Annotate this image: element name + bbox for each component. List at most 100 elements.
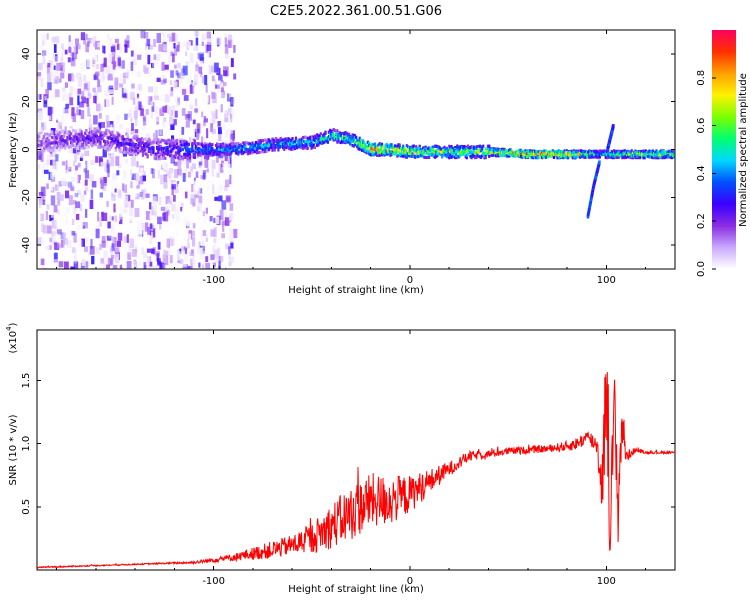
spectrogram-cell: [67, 133, 70, 137]
spectrogram-cell: [184, 253, 188, 262]
spectrogram-cell: [108, 215, 112, 220]
spectrogram-cell: [123, 184, 128, 193]
spectrogram-cell: [126, 133, 129, 137]
spectrogram-cell: [243, 143, 246, 147]
spectrogram-cell: [623, 152, 626, 155]
spectrogram-cell: [45, 80, 48, 89]
spectrogram-cell: [561, 153, 564, 157]
spectrogram-cell: [583, 156, 586, 159]
spectrogram-cell: [542, 151, 545, 155]
spectrogram-cell: [96, 135, 99, 143]
spectrogram-cell: [93, 134, 96, 138]
spectrogram-cell: [297, 142, 300, 146]
spectrogram-cell: [107, 43, 110, 54]
spectrogram-cell: [461, 152, 464, 156]
spectrogram-cell: [194, 144, 197, 148]
spectrogram-cell: [233, 147, 236, 151]
spectrogram-cell: [42, 134, 46, 138]
spectrogram-cell: [217, 144, 220, 148]
spectrogram-cell: [126, 142, 129, 146]
spectrogram-cell: [134, 119, 139, 125]
spectrogram-cell: [97, 145, 100, 149]
spectrogram-cell: [108, 147, 111, 151]
spectrogram-cell: [458, 148, 461, 152]
spectrogram-cell: [292, 147, 295, 151]
spectrogram-cell: [340, 140, 344, 144]
spectrogram-cell: [131, 248, 137, 257]
spectrogram-cell: [102, 148, 107, 158]
spectrogram-cell: [40, 186, 46, 197]
spectrogram-cell: [112, 173, 117, 180]
spectrogram-cell: [95, 140, 99, 144]
spectrogram-cell: [112, 265, 118, 269]
spectrogram-cell: [224, 37, 227, 47]
spectrogram-cell: [186, 142, 189, 146]
spectrogram-cell: [167, 151, 170, 155]
spectrogram-cell: [156, 77, 161, 82]
spectrogram-cell: [596, 156, 599, 159]
spectrogram-cell: [150, 141, 153, 145]
spectrogram-cell: [478, 147, 481, 151]
spectrogram-cell: [198, 184, 202, 190]
spectrogram-cell: [191, 146, 194, 150]
spectrogram-cell: [80, 133, 83, 136]
spectrogram-cell: [332, 133, 335, 137]
spectrogram-cell: [49, 237, 52, 243]
spectrogram-cell: [70, 57, 76, 67]
spectrogram-cell: [95, 71, 100, 76]
spectrogram-cell: [408, 148, 411, 152]
spectrogram-cell: [132, 136, 135, 140]
spectrogram-cell: [274, 137, 278, 141]
spectrogram-cell: [91, 144, 94, 148]
spectrogram-cell: [164, 152, 167, 156]
spectrogram-cell: [66, 141, 69, 145]
spectrogram-cell: [530, 155, 533, 159]
spectrogram-cell: [79, 203, 83, 212]
spectrogram-cell: [115, 67, 119, 77]
spectrogram-cell: [445, 155, 448, 159]
spectrogram-cell: [590, 153, 593, 157]
spectrogram-cell: [266, 142, 269, 146]
spectrogram-cell: [508, 154, 511, 158]
spectrogram-cell: [633, 153, 636, 157]
spectrogram-cell: [137, 230, 143, 235]
spectrogram-cell: [648, 149, 651, 153]
spectrogram-cell: [168, 154, 172, 158]
spectrogram-cell: [673, 155, 675, 159]
spectrogram-cell: [215, 109, 218, 119]
spectrogram-cell: [42, 149, 46, 153]
spectrogram-cell: [238, 146, 241, 150]
spectrogram-cell: [151, 102, 155, 112]
spectrogram-cell: [224, 153, 228, 162]
spectrogram-cell: [175, 95, 179, 104]
spectrogram-cell: [541, 150, 544, 154]
spectrogram-cell: [98, 262, 103, 269]
spectrogram-cell: [205, 217, 211, 228]
spectrogram-cell: [153, 138, 156, 142]
spectrogram-cell: [630, 149, 633, 153]
spectrogram-cell: [41, 138, 44, 141]
spectrogram-cell: [55, 154, 59, 162]
spectrogram-cell: [177, 145, 180, 149]
spectrogram-cell: [191, 163, 196, 170]
spectrogram-cell: [205, 151, 208, 155]
spectrogram-cell: [486, 146, 490, 150]
spectrogram-cell: [55, 163, 58, 172]
spectrogram-cell: [124, 71, 129, 77]
spectrogram-cell: [162, 263, 166, 269]
spectrogram-cell: [38, 94, 42, 100]
spectrogram-cell: [154, 59, 158, 66]
spectrogram-cell: [189, 99, 195, 105]
spectrogram-cell: [478, 144, 481, 148]
spectrogram-cell: [97, 222, 101, 228]
spectrogram-cell: [138, 138, 141, 142]
spectrogram-cell: [98, 122, 102, 130]
spectrogram-cell: [133, 144, 136, 148]
spectrogram-cell: [279, 139, 282, 143]
spectrogram-cell: [266, 138, 269, 141]
spectrogram-cell: [75, 165, 78, 171]
spectrogram-cell: [234, 142, 238, 146]
spectrogram-cell: [43, 98, 48, 108]
spectrogram-cell: [73, 138, 76, 142]
